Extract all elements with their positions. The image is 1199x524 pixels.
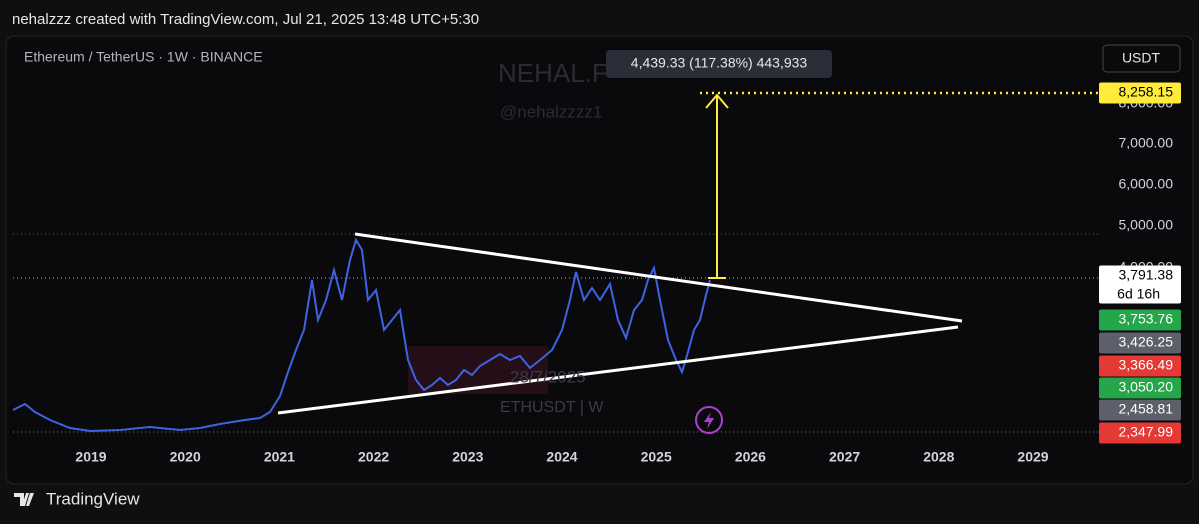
price-tag: [1099, 422, 1181, 444]
year-label: 2021: [264, 449, 295, 465]
header: nehalzzz created with TradingView.com, J…: [12, 11, 479, 28]
year-label: 2023: [452, 449, 483, 465]
price-tag: [1099, 332, 1181, 354]
watermark-handle: @nehalzzzz1: [500, 102, 602, 121]
currency: USDT: [1122, 50, 1161, 66]
year-label: 2027: [829, 449, 860, 465]
measure-text: 4,439.33 (117.38%) 443,933: [631, 55, 808, 71]
year-label: 2028: [923, 449, 954, 465]
arrow-head: [705, 93, 729, 109]
currency-button[interactable]: [1102, 44, 1181, 73]
price-tag-label: 2,347.99: [1119, 424, 1174, 440]
price-tag: [1099, 377, 1181, 399]
watermark-date: 28/7/2025: [510, 367, 586, 386]
year-label: 2020: [170, 449, 201, 465]
watermark-ticker: ETHUSDT | W: [500, 399, 604, 416]
trendline-upper: [354, 232, 963, 323]
countdown: 6d 16h: [1117, 286, 1160, 302]
price-axis-label: 7,000.00: [1119, 135, 1174, 151]
price-tag-label: 3,426.25: [1119, 334, 1174, 350]
price-tag: [1099, 309, 1181, 331]
price-tag: [1099, 265, 1181, 304]
symbol: Ethereum / TetherUS · 1W · BINANCE: [24, 49, 263, 65]
year-label: 2029: [1017, 449, 1048, 465]
year-label: 2022: [358, 449, 389, 465]
brand: TradingView: [46, 489, 140, 508]
price-tag-label: 3,366.49: [1119, 357, 1174, 373]
year-label: 2025: [641, 449, 672, 465]
year-label: 2019: [75, 449, 106, 465]
measure-tooltip: [606, 50, 832, 78]
watermark-name: NEHAL.F: [498, 58, 608, 88]
alert-icon[interactable]: [695, 406, 723, 434]
price-tag: [1099, 82, 1181, 104]
trendline-lower: [277, 325, 959, 415]
price-tag-label: 2,458.81: [1119, 401, 1174, 417]
price-tag: [1099, 355, 1181, 377]
price-series: [12, 237, 711, 433]
price-tag-label: 3,791.38: [1119, 267, 1174, 283]
brand-logo: [14, 493, 34, 506]
price-axis-label: 6,000.00: [1119, 176, 1174, 192]
price-tag-label: 3,050.20: [1119, 379, 1174, 395]
price-tag-label: 8,258.15: [1119, 84, 1174, 100]
price-tag: [1099, 399, 1181, 421]
alert-bolt: [704, 412, 714, 429]
price-axis-label: 5,000.00: [1119, 217, 1174, 233]
year-label: 2026: [735, 449, 766, 465]
price-tag-label: 3,753.76: [1119, 311, 1174, 327]
year-label: 2024: [546, 449, 577, 465]
chart-panel: [5, 35, 1194, 485]
